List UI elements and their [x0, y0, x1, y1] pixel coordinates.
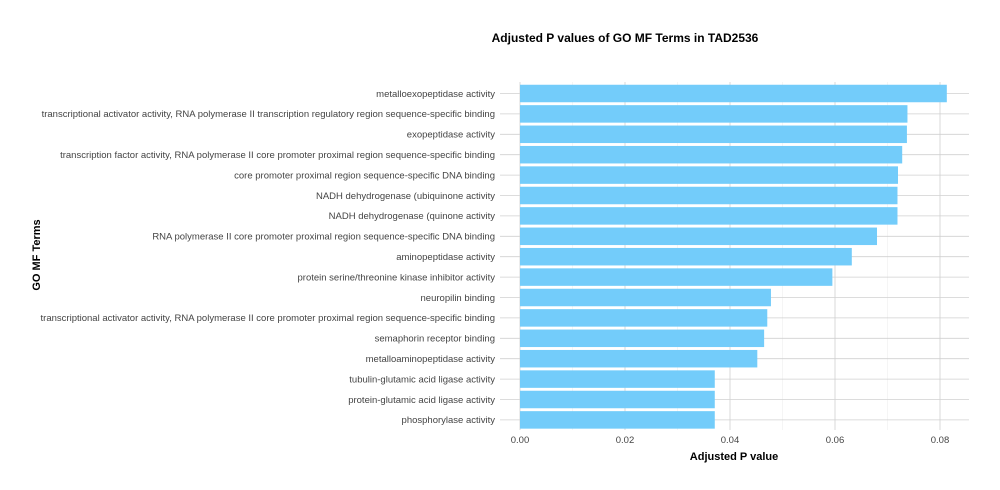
bar [520, 370, 715, 388]
x-axis-title: Adjusted P value [690, 451, 778, 463]
y-axis-title: GO MF Terms [31, 219, 43, 290]
x-tick-label: 0.00 [511, 435, 530, 446]
y-tick-label: exopeptidase activity [407, 130, 495, 141]
y-tick-label: NADH dehydrogenase (quinone activity [329, 211, 496, 222]
bars [520, 84, 947, 429]
y-tick-label: transcriptional activator activity, RNA … [41, 313, 495, 324]
bar [520, 329, 765, 348]
y-tick-label: transcription factor activity, RNA polym… [60, 150, 495, 161]
x-tick-label: 0.08 [931, 435, 950, 446]
y-tick-label: RNA polymerase II core promoter proximal… [152, 232, 495, 243]
y-tick-label: neuropilin binding [421, 293, 495, 304]
bar [520, 268, 833, 286]
y-tick-label: protein serine/threonine kinase inhibito… [298, 272, 496, 283]
bar [520, 390, 715, 409]
y-tick-label: semaphorin receptor binding [375, 334, 495, 345]
bar [520, 247, 852, 266]
bar [520, 84, 947, 103]
bar [520, 105, 908, 123]
y-tick-label: core promoter proximal region sequence-s… [234, 170, 495, 181]
x-tick-label: 0.04 [721, 435, 740, 446]
y-tick-labels: metalloexopeptidase activity transcriptio… [41, 89, 496, 426]
bar [520, 125, 907, 144]
x-tick-labels: 0.00 0.02 0.04 0.06 0.08 [511, 435, 950, 446]
bar [520, 207, 898, 225]
y-tick-label: metalloexopeptidase activity [376, 89, 495, 100]
y-tick-label: aminopeptidase activity [396, 252, 495, 263]
bar [520, 288, 771, 307]
chart-title: Adjusted P values of GO MF Terms in TAD2… [492, 31, 759, 45]
x-tick-label: 0.02 [616, 435, 635, 446]
bar [520, 145, 903, 164]
bar [520, 309, 768, 327]
bar [520, 227, 877, 246]
y-tick-label: metalloaminopeptidase activity [366, 354, 496, 365]
bar [520, 186, 898, 205]
y-tick-label: phosphorylase activity [402, 415, 496, 426]
y-tick-label: NADH dehydrogenase (ubiquinone activity [316, 191, 495, 202]
bar [520, 166, 898, 184]
y-tick-label: protein-glutamic acid ligase activity [348, 395, 495, 406]
y-tick-label: tubulin-glutamic acid ligase activity [349, 374, 495, 385]
bar [520, 411, 715, 429]
y-tick-label: transcriptional activator activity, RNA … [42, 109, 495, 120]
x-tick-label: 0.06 [826, 435, 845, 446]
bar [520, 349, 758, 368]
